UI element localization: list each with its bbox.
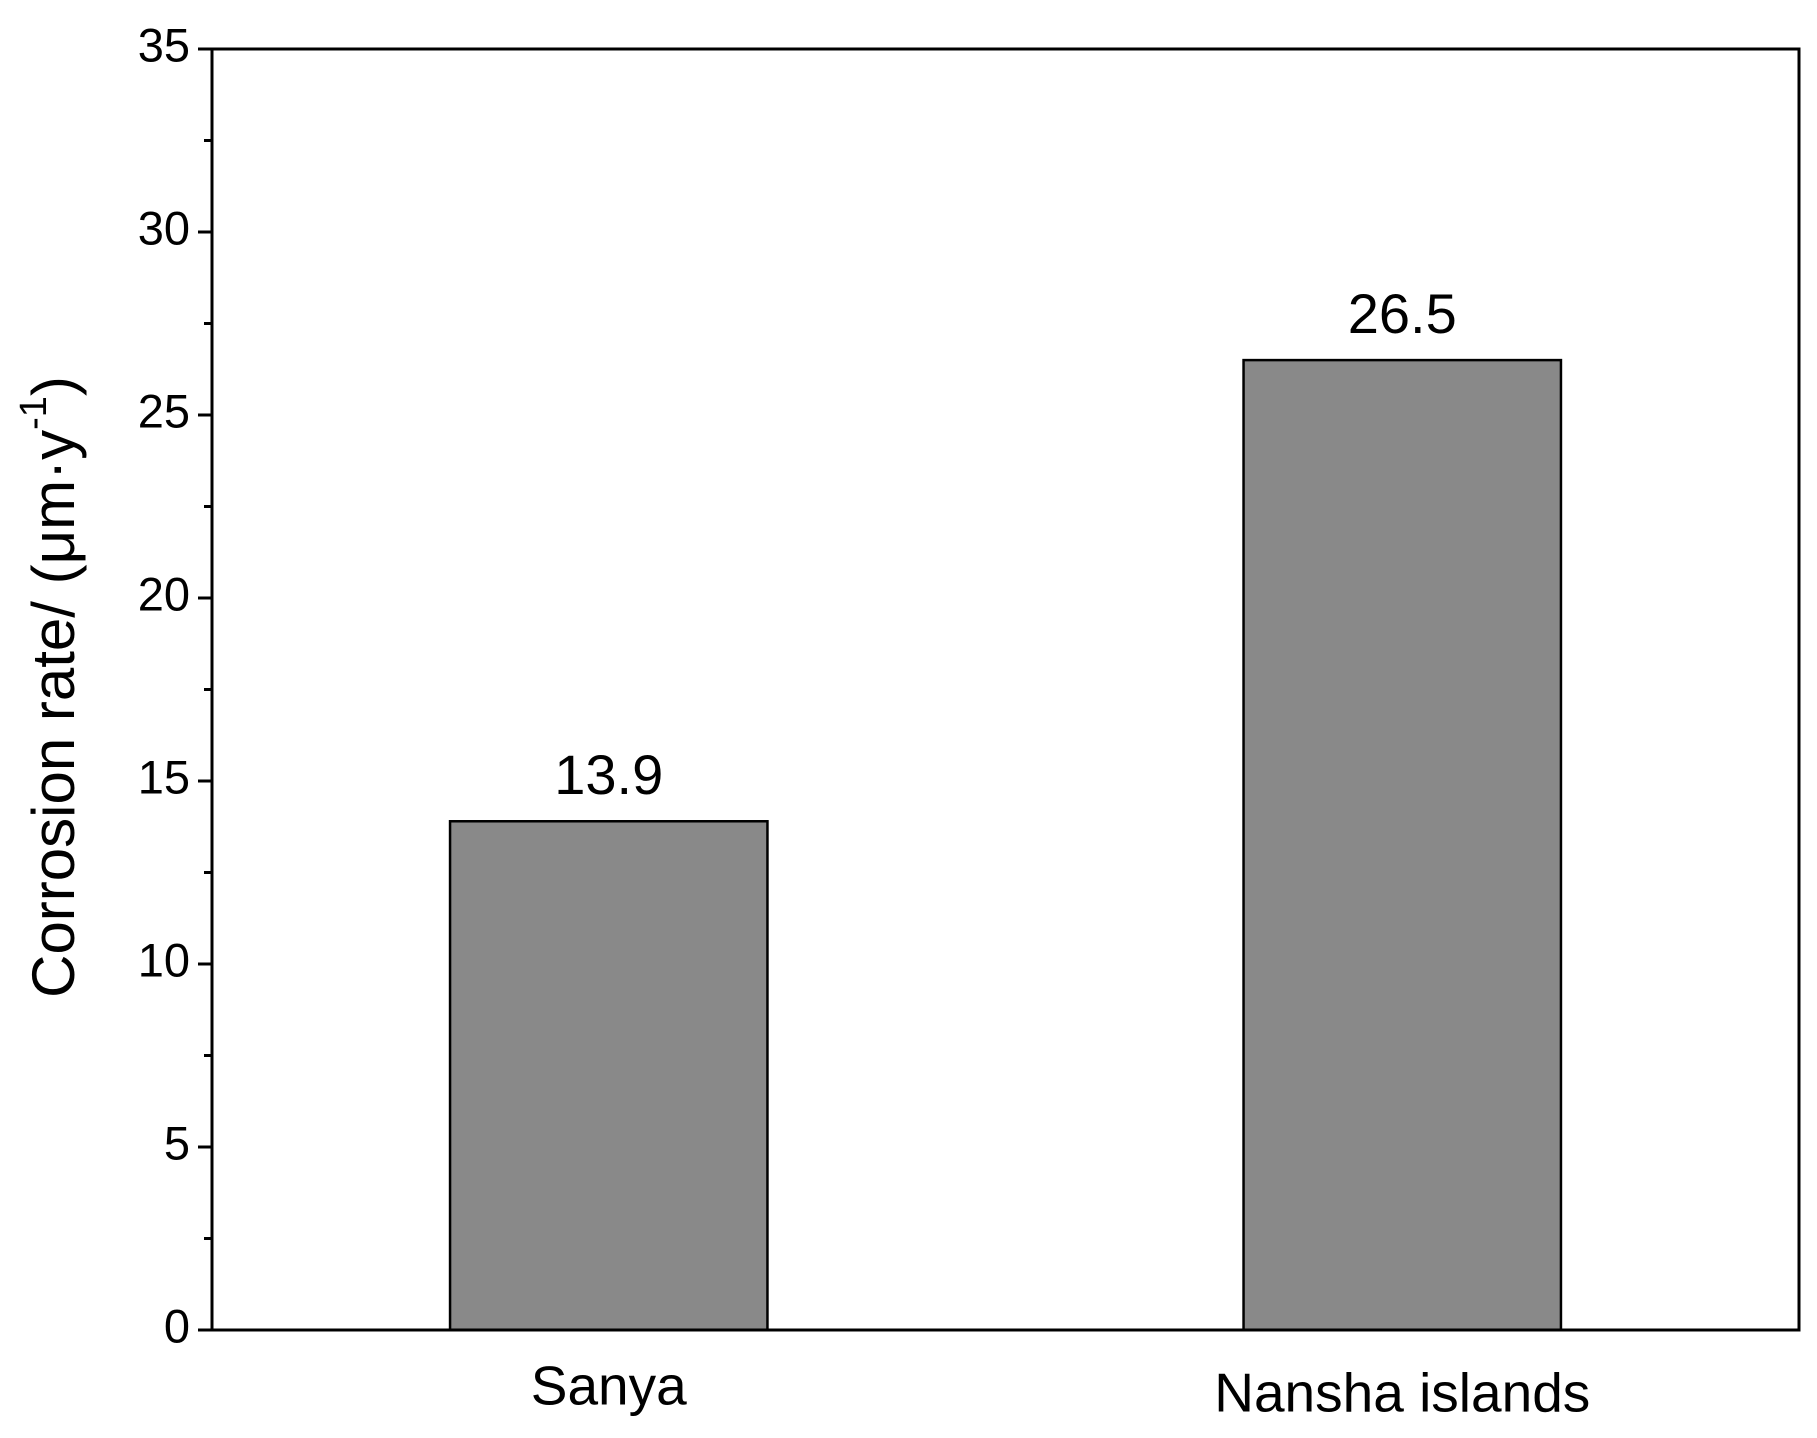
y-tick-label: 10 [138, 933, 190, 986]
y-tick-label: 5 [164, 1116, 190, 1169]
y-axis-label-end: ) [20, 376, 87, 396]
value-label: 13.9 [554, 743, 663, 806]
y-tick-label: 0 [164, 1299, 190, 1352]
y-tick-label: 35 [138, 18, 190, 71]
y-tick-label: 20 [138, 567, 190, 620]
value-label: 26.5 [1348, 282, 1457, 345]
y-tick-label: 30 [138, 201, 190, 254]
bar [448, 820, 769, 1332]
y-axis-label-superscript: -1 [13, 396, 55, 430]
x-tick-label: Nansha islands [1214, 1362, 1590, 1424]
bar [1242, 358, 1563, 1332]
x-tick-label: Sanya [531, 1355, 687, 1417]
y-tick-label: 15 [138, 750, 190, 803]
y-tick-label: 25 [138, 384, 190, 437]
plot-frame [210, 47, 1801, 1332]
y-axis-label-main: Corrosion rate/ (μm·y [20, 430, 87, 998]
y-axis-label: Corrosion rate/ (μm·y-1) [13, 376, 87, 998]
